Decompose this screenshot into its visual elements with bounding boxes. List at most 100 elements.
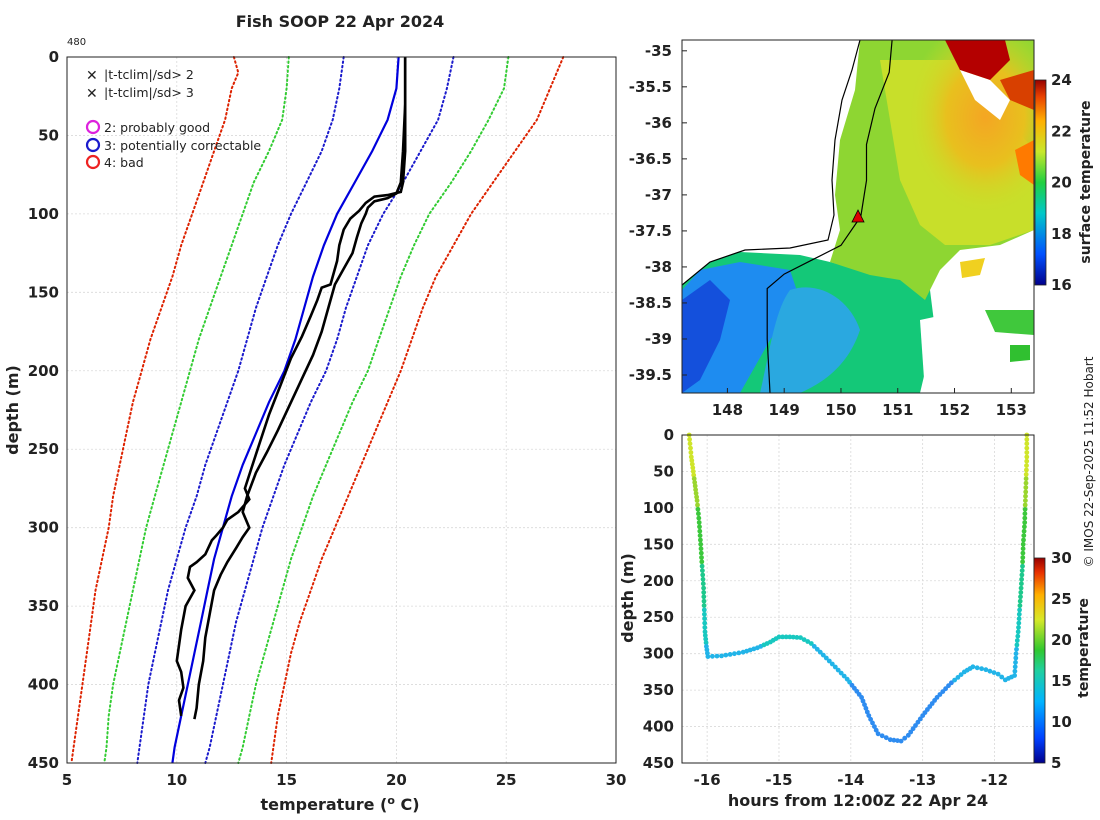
depth-time-point: [1020, 546, 1026, 552]
depth-time-ytick-label: 400: [643, 718, 674, 736]
profile-xlabel: temperature (o C): [260, 794, 419, 814]
profile-ytick-label: 150: [28, 283, 59, 301]
legend-qc4-label: 4: bad: [104, 155, 144, 170]
depth-time-point: [1016, 620, 1022, 626]
depth-time-point: [829, 661, 835, 667]
depth-time-point: [1023, 476, 1029, 482]
depth-time-point: [1024, 454, 1030, 460]
depth-time-point: [905, 732, 911, 738]
legend-x2-marker: ✕: [86, 68, 98, 84]
depth-time-point: [703, 640, 709, 646]
depth-time-point: [902, 735, 908, 741]
depth-time-point: [697, 533, 703, 538]
depth-time-point: [995, 671, 1001, 677]
depth-time-point: [688, 450, 694, 455]
depth-time-point: [701, 594, 707, 600]
map-xtick-label: 149: [769, 401, 800, 419]
sst-colorbar: [1034, 79, 1047, 286]
depth-time-point: [697, 524, 702, 530]
depth-time-point: [873, 727, 879, 733]
depth-time-point: [875, 731, 881, 737]
depth-time-point: [1023, 485, 1029, 490]
depth-time-point: [1019, 572, 1025, 578]
profile-xtick-label: 15: [276, 771, 297, 789]
depth-time-point: [895, 738, 900, 743]
depth-time-point: [949, 680, 954, 686]
depth-time-point: [1017, 607, 1022, 613]
profile-ytick-label: 50: [38, 126, 59, 144]
depth-time-point: [817, 649, 823, 655]
depth-time-point: [1024, 463, 1029, 468]
depth-time-point: [917, 716, 923, 722]
depth-time-point: [974, 665, 980, 671]
sst-colorbar-tick-label: 22: [1051, 122, 1072, 140]
temperature-colorbar-tick-label: 30: [1051, 549, 1072, 567]
map-ytick-label: -38.5: [629, 294, 672, 312]
depth-time-point: [700, 568, 705, 573]
depth-time-point: [1024, 437, 1030, 442]
depth-time-point: [1021, 528, 1027, 534]
depth-time-point: [999, 674, 1005, 680]
map-xtick-label: 150: [825, 401, 856, 419]
depth-time-point: [952, 677, 957, 683]
depth-time-point: [1022, 524, 1027, 530]
depth-time-point: [700, 581, 706, 587]
depth-time-point: [970, 664, 976, 670]
depth-time-point: [687, 441, 693, 447]
depth-time-point: [979, 666, 984, 672]
depth-time-point: [727, 652, 733, 657]
depth-time-point: [1019, 576, 1024, 582]
depth-time-point: [860, 698, 866, 704]
map-ytick-label: -36.5: [629, 150, 672, 168]
depth-time-point: [866, 713, 872, 718]
sst-map: 148 149 150 151 152 153 -35 -35.5 -36 -36.5 -37 -37…: [629, 39, 1094, 419]
depth-time-point: [1022, 515, 1028, 521]
depth-time-point: [898, 738, 904, 744]
depth-time-point: [1016, 616, 1022, 622]
depth-time-point: [702, 629, 708, 635]
depth-time-point: [811, 644, 817, 649]
depth-time-point: [1022, 506, 1028, 512]
depth-time-point: [872, 724, 877, 729]
temperature-colorbar-label: temperature: [1076, 598, 1092, 698]
depth-time-point: [693, 487, 698, 493]
figure-title: Fish SOOP 22 Apr 2024: [236, 12, 445, 31]
depth-time-point: [700, 576, 706, 582]
profile-series-clim-1-sd: [136, 56, 345, 764]
depth-time-point: [1023, 489, 1029, 495]
depth-time-point: [1024, 458, 1030, 464]
profile-id-label: 480: [67, 37, 86, 48]
credit-text: © IMOS 22-Sep-2025 11:52 Hobart: [1082, 356, 1096, 567]
depth-time-point: [701, 603, 707, 608]
depth-time-ytick-label: 450: [643, 754, 674, 772]
depth-time-point: [955, 675, 961, 680]
depth-time-point: [688, 445, 693, 451]
depth-time-point: [690, 469, 696, 474]
depth-time-point: [887, 737, 893, 743]
depth-time-point: [691, 476, 697, 482]
profile-legend: ✕ |t-tclim|/sd> 2 ✕ |t-tclim|/sd> 3 2: p…: [85, 67, 261, 170]
depth-time-point: [732, 651, 737, 657]
depth-time-point: [835, 667, 841, 673]
launch-marker: [851, 209, 865, 223]
depth-time-ytick-label: 50: [653, 462, 674, 480]
depth-time-ytick-label: 150: [643, 535, 674, 553]
depth-time-point: [1014, 638, 1020, 643]
profile-axes-frame: [66, 56, 617, 764]
depth-time-point: [702, 625, 708, 630]
depth-time-point: [1012, 673, 1017, 678]
depth-time-point: [702, 611, 707, 617]
depth-time-point: [1012, 668, 1018, 674]
profile-ytick-label: 400: [28, 676, 59, 694]
depth-time-axes-frame: [681, 434, 1035, 764]
depth-time-point: [864, 709, 870, 715]
profile-ylabel: depth (m): [3, 365, 22, 455]
profile-xtick-label: 30: [606, 771, 627, 789]
sst-colorbar-tick-label: 20: [1051, 174, 1072, 192]
depth-time-point: [1014, 642, 1020, 648]
depth-time-xtick-label: -16: [694, 771, 721, 789]
map-ytick-label: -35.5: [629, 78, 672, 96]
depth-time-point: [1014, 646, 1019, 652]
depth-time-point: [908, 729, 914, 735]
depth-time-point: [688, 454, 694, 460]
